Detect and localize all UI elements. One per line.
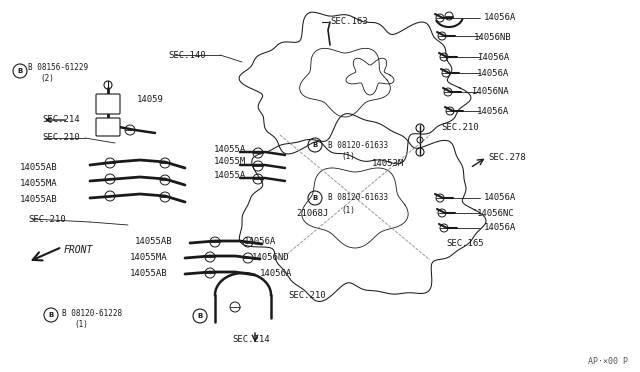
Text: B 08120-61633: B 08120-61633 xyxy=(328,193,388,202)
Text: B: B xyxy=(197,313,203,319)
Text: SEC.210: SEC.210 xyxy=(42,134,79,142)
Text: 14053M: 14053M xyxy=(372,160,404,169)
Text: SEC.214: SEC.214 xyxy=(232,334,269,343)
Text: (1): (1) xyxy=(341,153,355,161)
Text: 14055A: 14055A xyxy=(214,171,246,180)
Text: 14056A: 14056A xyxy=(260,269,292,278)
Text: B: B xyxy=(312,142,317,148)
Text: B: B xyxy=(17,68,22,74)
Text: 14055AB: 14055AB xyxy=(135,237,173,247)
Text: B 08120-61228: B 08120-61228 xyxy=(62,308,122,317)
Text: 14056A: 14056A xyxy=(477,106,509,115)
Text: SEC.210: SEC.210 xyxy=(28,215,66,224)
Text: B: B xyxy=(49,312,54,318)
Text: B 08156-61229: B 08156-61229 xyxy=(28,62,88,71)
Text: (2): (2) xyxy=(40,74,54,83)
Text: SEC.140: SEC.140 xyxy=(168,51,205,60)
Text: SEC.210: SEC.210 xyxy=(288,292,326,301)
Text: 14055MA: 14055MA xyxy=(130,253,168,263)
Text: 14055AB: 14055AB xyxy=(20,164,58,173)
Text: 14055AB: 14055AB xyxy=(130,269,168,279)
Text: 14055MA: 14055MA xyxy=(20,179,58,187)
Text: 14055M: 14055M xyxy=(214,157,246,167)
Text: 14055AB: 14055AB xyxy=(20,195,58,203)
FancyBboxPatch shape xyxy=(96,94,120,114)
Text: 14056A: 14056A xyxy=(244,237,276,247)
Text: (1): (1) xyxy=(341,205,355,215)
Text: B: B xyxy=(312,195,317,201)
Text: 14056A: 14056A xyxy=(484,13,516,22)
Text: I4056NA: I4056NA xyxy=(471,87,509,96)
FancyBboxPatch shape xyxy=(96,118,120,136)
Text: SEC.210: SEC.210 xyxy=(441,124,479,132)
Text: AP·×00 P: AP·×00 P xyxy=(588,357,628,366)
Text: 14056A: 14056A xyxy=(484,224,516,232)
Text: 14056NB: 14056NB xyxy=(474,32,511,42)
Text: 14056A: 14056A xyxy=(484,193,516,202)
Text: 14059: 14059 xyxy=(137,94,164,103)
Text: (1): (1) xyxy=(74,321,88,330)
Text: I4056A: I4056A xyxy=(477,52,509,61)
Text: B 08120-61633: B 08120-61633 xyxy=(328,141,388,150)
Text: 14056NC: 14056NC xyxy=(477,208,515,218)
Text: SEC.165: SEC.165 xyxy=(446,238,484,247)
Text: 14055A: 14055A xyxy=(214,144,246,154)
Text: 14056ND: 14056ND xyxy=(252,253,290,263)
Text: FRONT: FRONT xyxy=(64,245,93,255)
Text: 14056A: 14056A xyxy=(477,70,509,78)
Text: 21068J: 21068J xyxy=(296,209,328,218)
Text: SEC.163: SEC.163 xyxy=(330,17,367,26)
Text: SEC.278: SEC.278 xyxy=(488,153,525,161)
Text: SEC.214: SEC.214 xyxy=(42,115,79,125)
